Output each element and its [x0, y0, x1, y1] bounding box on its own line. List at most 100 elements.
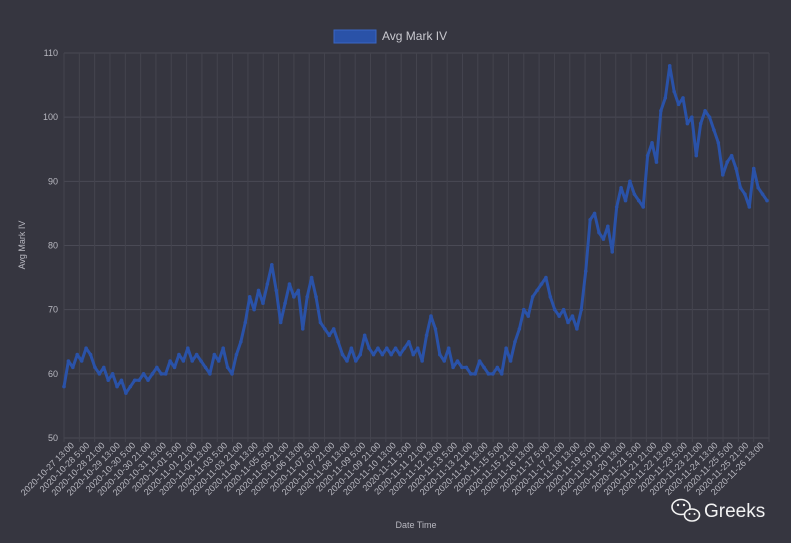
data-point [429, 314, 433, 318]
data-point [583, 269, 588, 273]
data-point [747, 205, 752, 209]
data-point [150, 372, 155, 376]
data-point [539, 282, 544, 286]
data-point [349, 346, 354, 350]
data-point [371, 352, 376, 357]
data-point [720, 173, 725, 177]
y-tick-label: 100 [43, 112, 58, 122]
data-point [743, 192, 747, 196]
data-point [575, 327, 579, 331]
data-point [614, 205, 619, 209]
data-point [424, 333, 429, 338]
data-point [283, 301, 287, 306]
data-point [438, 352, 442, 357]
legend[interactable]: Avg Mark IV [333, 29, 447, 44]
data-point [265, 282, 270, 286]
data-point [402, 346, 407, 350]
data-point [477, 359, 482, 363]
data-point [287, 282, 292, 286]
data-point [221, 346, 225, 350]
data-point [106, 378, 111, 383]
data-point [256, 288, 261, 293]
data-point [645, 153, 650, 158]
data-point [345, 359, 349, 363]
data-point [247, 295, 252, 299]
y-tick-label: 80 [48, 241, 58, 251]
data-point [331, 327, 336, 331]
data-point [327, 333, 332, 338]
data-point [460, 365, 464, 370]
data-point [305, 295, 309, 299]
x-axis-title: Date Time [395, 520, 436, 530]
data-point [592, 211, 597, 216]
data-point [628, 179, 632, 184]
data-point [654, 160, 659, 164]
data-point [146, 378, 150, 383]
data-point [323, 327, 327, 331]
data-point [703, 108, 707, 113]
data-point [358, 352, 363, 357]
data-point [636, 198, 641, 203]
data-point [522, 307, 526, 312]
data-point [606, 224, 610, 229]
data-point [292, 295, 296, 299]
data-point [588, 218, 592, 222]
data-point [760, 192, 765, 196]
data-point [296, 288, 301, 293]
data-point [619, 185, 623, 190]
series-avg-mark-iv [62, 64, 769, 395]
data-point [270, 262, 274, 267]
data-point [455, 359, 460, 363]
data-point [159, 372, 164, 376]
data-point [694, 153, 699, 158]
data-point [729, 153, 734, 158]
data-point [336, 339, 340, 344]
data-point [309, 275, 314, 280]
data-point [194, 352, 199, 357]
data-point [601, 237, 606, 241]
data-point [393, 346, 398, 350]
data-point [172, 365, 177, 370]
data-point [168, 359, 172, 363]
legend-label: Avg Mark IV [382, 29, 447, 43]
data-point [667, 64, 672, 68]
legend-swatch [333, 29, 377, 44]
data-point [243, 320, 248, 325]
data-point [216, 359, 221, 363]
data-point [376, 346, 380, 350]
data-point [155, 365, 159, 370]
data-point [734, 166, 738, 171]
data-point [407, 339, 411, 344]
y-axis-title: Avg Mark IV [17, 221, 27, 270]
data-point [738, 185, 743, 190]
data-point [579, 307, 584, 312]
data-point [340, 352, 345, 357]
data-point [367, 346, 371, 350]
data-point [252, 307, 256, 312]
data-point [93, 365, 97, 370]
data-point [225, 365, 230, 370]
data-point [261, 301, 265, 306]
data-point [181, 359, 186, 363]
data-point [274, 288, 279, 293]
data-point [707, 115, 712, 119]
data-point [318, 320, 323, 325]
data-point [535, 288, 539, 293]
y-tick-label: 70 [48, 305, 58, 315]
data-point [177, 352, 181, 357]
watermark-text: Greeks [704, 501, 765, 522]
data-point [557, 314, 561, 318]
data-point [451, 365, 455, 370]
data-point [84, 346, 88, 350]
data-point [380, 352, 385, 357]
y-tick-label: 60 [48, 369, 58, 379]
data-point [163, 372, 168, 376]
data-point [464, 365, 469, 370]
data-point [641, 205, 645, 209]
data-point [362, 333, 367, 338]
data-point [725, 160, 730, 164]
data-point [62, 384, 66, 389]
series-line [62, 64, 769, 395]
data-point [128, 384, 133, 389]
data-point [681, 96, 685, 100]
